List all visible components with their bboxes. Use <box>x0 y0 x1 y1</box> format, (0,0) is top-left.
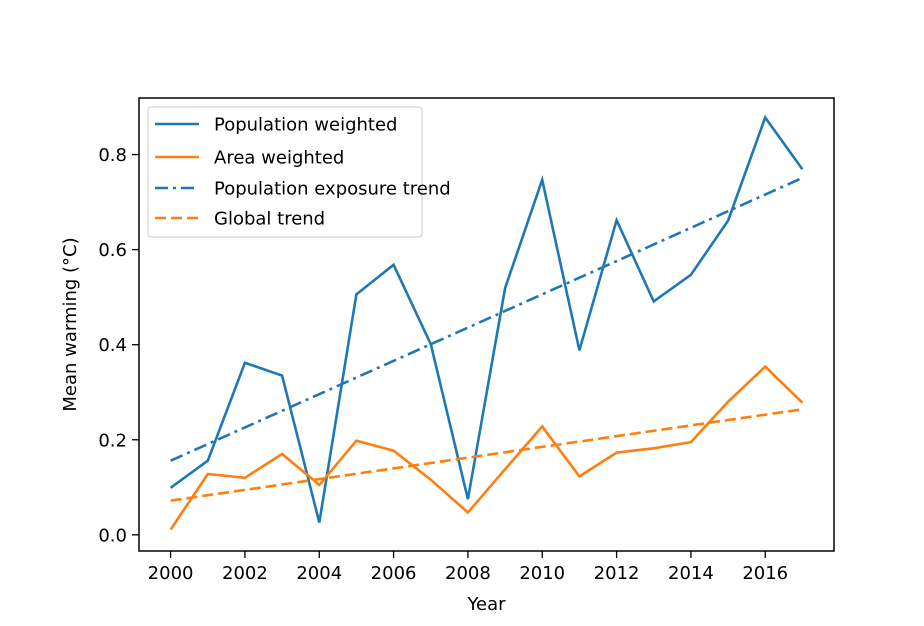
y-tick-label: 0.0 <box>98 525 127 546</box>
axes-frame <box>138 97 835 552</box>
y-tick-label: 0.8 <box>98 145 127 166</box>
y-tick-label: 0.6 <box>98 240 127 261</box>
series-line-area-weighted <box>169 364 804 531</box>
x-tick-label: 2000 <box>148 563 194 584</box>
x-tick-label: 2008 <box>445 563 491 584</box>
x-tick-label: 2012 <box>594 563 640 584</box>
legend-label: Population exposure trend <box>214 179 451 200</box>
y-tick-label: 0.2 <box>98 430 127 451</box>
legend-label: Global trend <box>214 209 325 230</box>
legend-label: Population weighted <box>214 115 397 136</box>
y-axis-label: Mean warming (°C) <box>60 237 81 411</box>
series-line-global-trend <box>170 408 803 502</box>
x-axis: 2000 2002 2004 2006 2008 2010 2012 2014 2016 <box>148 551 788 584</box>
y-tick-label: 0.4 <box>98 335 127 356</box>
legend-box <box>147 106 423 238</box>
plot-area <box>169 114 804 531</box>
x-tick-label: 2016 <box>742 563 788 584</box>
x-tick-label: 2006 <box>371 563 417 584</box>
x-axis-label: Year <box>466 594 506 615</box>
x-tick-label: 2002 <box>222 563 268 584</box>
x-tick-label: 2004 <box>296 563 342 584</box>
x-tick-label: 2014 <box>668 563 714 584</box>
legend-label: Area weighted <box>214 148 344 169</box>
legend: Population weighted Area weighted Populati… <box>147 106 451 238</box>
series-line-population-exposure-trend <box>170 176 803 462</box>
series-line-population-weighted <box>169 114 804 523</box>
x-tick-label: 2010 <box>519 563 565 584</box>
y-axis: 0.0 0.2 0.4 0.6 0.8 <box>98 145 139 546</box>
